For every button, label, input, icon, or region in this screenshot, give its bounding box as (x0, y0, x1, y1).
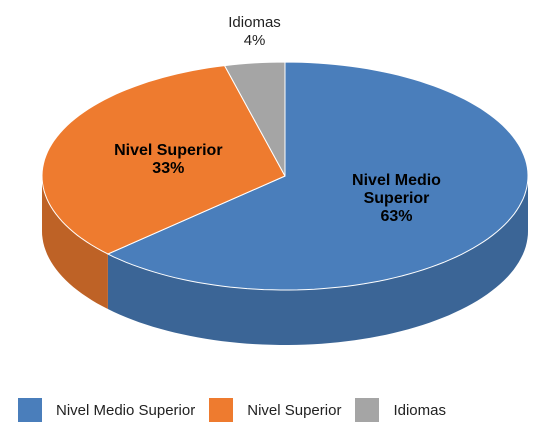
legend: Nivel Medio Superior Nivel Superior Idioma… (18, 398, 460, 422)
legend-swatch (209, 398, 234, 422)
data-label-value: 4% (243, 32, 266, 49)
legend-item: Idiomas (355, 398, 446, 422)
data-label-name: Nivel Medio Superior (352, 171, 441, 207)
data-label: Nivel Medio Superior 63% (339, 172, 454, 226)
data-label-value: 63% (380, 207, 413, 225)
legend-item: Nivel Medio Superior (18, 398, 195, 422)
data-label: Nivel Superior 33% (111, 142, 226, 178)
data-label: Idiomas 4% (228, 14, 281, 50)
legend-swatch (18, 398, 42, 422)
legend-item: Nivel Superior (209, 398, 341, 422)
pie-side (42, 176, 108, 309)
data-label-name: Nivel Superior (114, 142, 223, 160)
data-label-name: Idiomas (228, 14, 281, 31)
legend-swatch (355, 398, 380, 422)
legend-label: Idiomas (393, 401, 446, 419)
pie-slice (223, 61, 286, 177)
data-label-value: 33% (152, 160, 185, 178)
legend-label: Nivel Medio Superior (56, 401, 196, 419)
pie-area (41, 61, 529, 345)
legend-label: Nivel Superior (247, 401, 342, 419)
pie-slice (41, 65, 286, 255)
pie-slice (106, 61, 529, 291)
pie-side (107, 176, 529, 345)
